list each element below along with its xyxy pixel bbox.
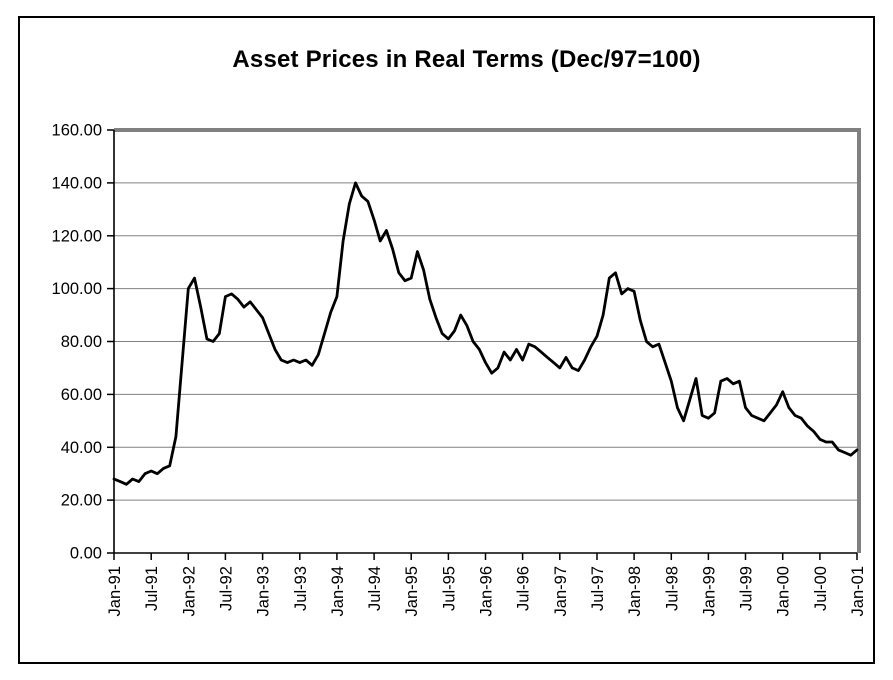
x-axis-label: Jan-94	[329, 566, 347, 616]
x-axis-label: Jul-92	[217, 566, 235, 611]
x-axis-label: Jan-96	[478, 566, 496, 616]
x-axis-label: Jul-97	[589, 566, 607, 611]
x-axis-label: Jul-94	[366, 566, 384, 611]
x-axis-label: Jan-92	[180, 566, 198, 616]
x-axis-label: Jul-98	[663, 566, 681, 611]
x-axis-label: Jan-97	[552, 566, 570, 616]
x-axis-label: Jan-91	[106, 566, 124, 616]
x-axis-label: Jul-91	[143, 566, 161, 611]
x-axis-label: Jul-99	[738, 566, 756, 611]
y-axis-label: 160.00	[52, 122, 102, 140]
y-axis-label: 60.00	[61, 386, 102, 404]
y-axis-label: 100.00	[52, 280, 102, 298]
x-axis-label: Jan-99	[700, 566, 718, 616]
x-axis-label: Jul-00	[812, 566, 830, 611]
x-axis-label: Jan-98	[626, 566, 644, 616]
x-axis-label: Jul-93	[292, 566, 310, 611]
y-axis-label: 0.00	[70, 545, 102, 563]
y-axis-label: 140.00	[52, 174, 102, 192]
y-axis-label: 80.00	[61, 333, 102, 351]
chart-title: Asset Prices in Real Terms (Dec/97=100)	[232, 46, 701, 73]
chart-plot: 0.00 20.00 40.00 60.00 80.00 100.00 120.00 140.…	[52, 122, 867, 617]
x-axis-label: Jul-95	[440, 566, 458, 611]
x-axis-label: Jan-01	[849, 566, 867, 616]
chart-border: Asset Prices in Real Terms (Dec/97=100) …	[18, 16, 875, 664]
y-axis-label: 20.00	[61, 492, 102, 510]
data-line	[112, 181, 859, 486]
x-axis-label: Jul-96	[515, 566, 533, 611]
y-axis-label: 120.00	[52, 227, 102, 245]
x-axis-label: Jan-93	[255, 566, 273, 616]
x-axis-label: Jan-00	[775, 566, 793, 616]
y-axis-label: 40.00	[61, 439, 102, 457]
x-axis-label: Jan-95	[403, 566, 421, 616]
